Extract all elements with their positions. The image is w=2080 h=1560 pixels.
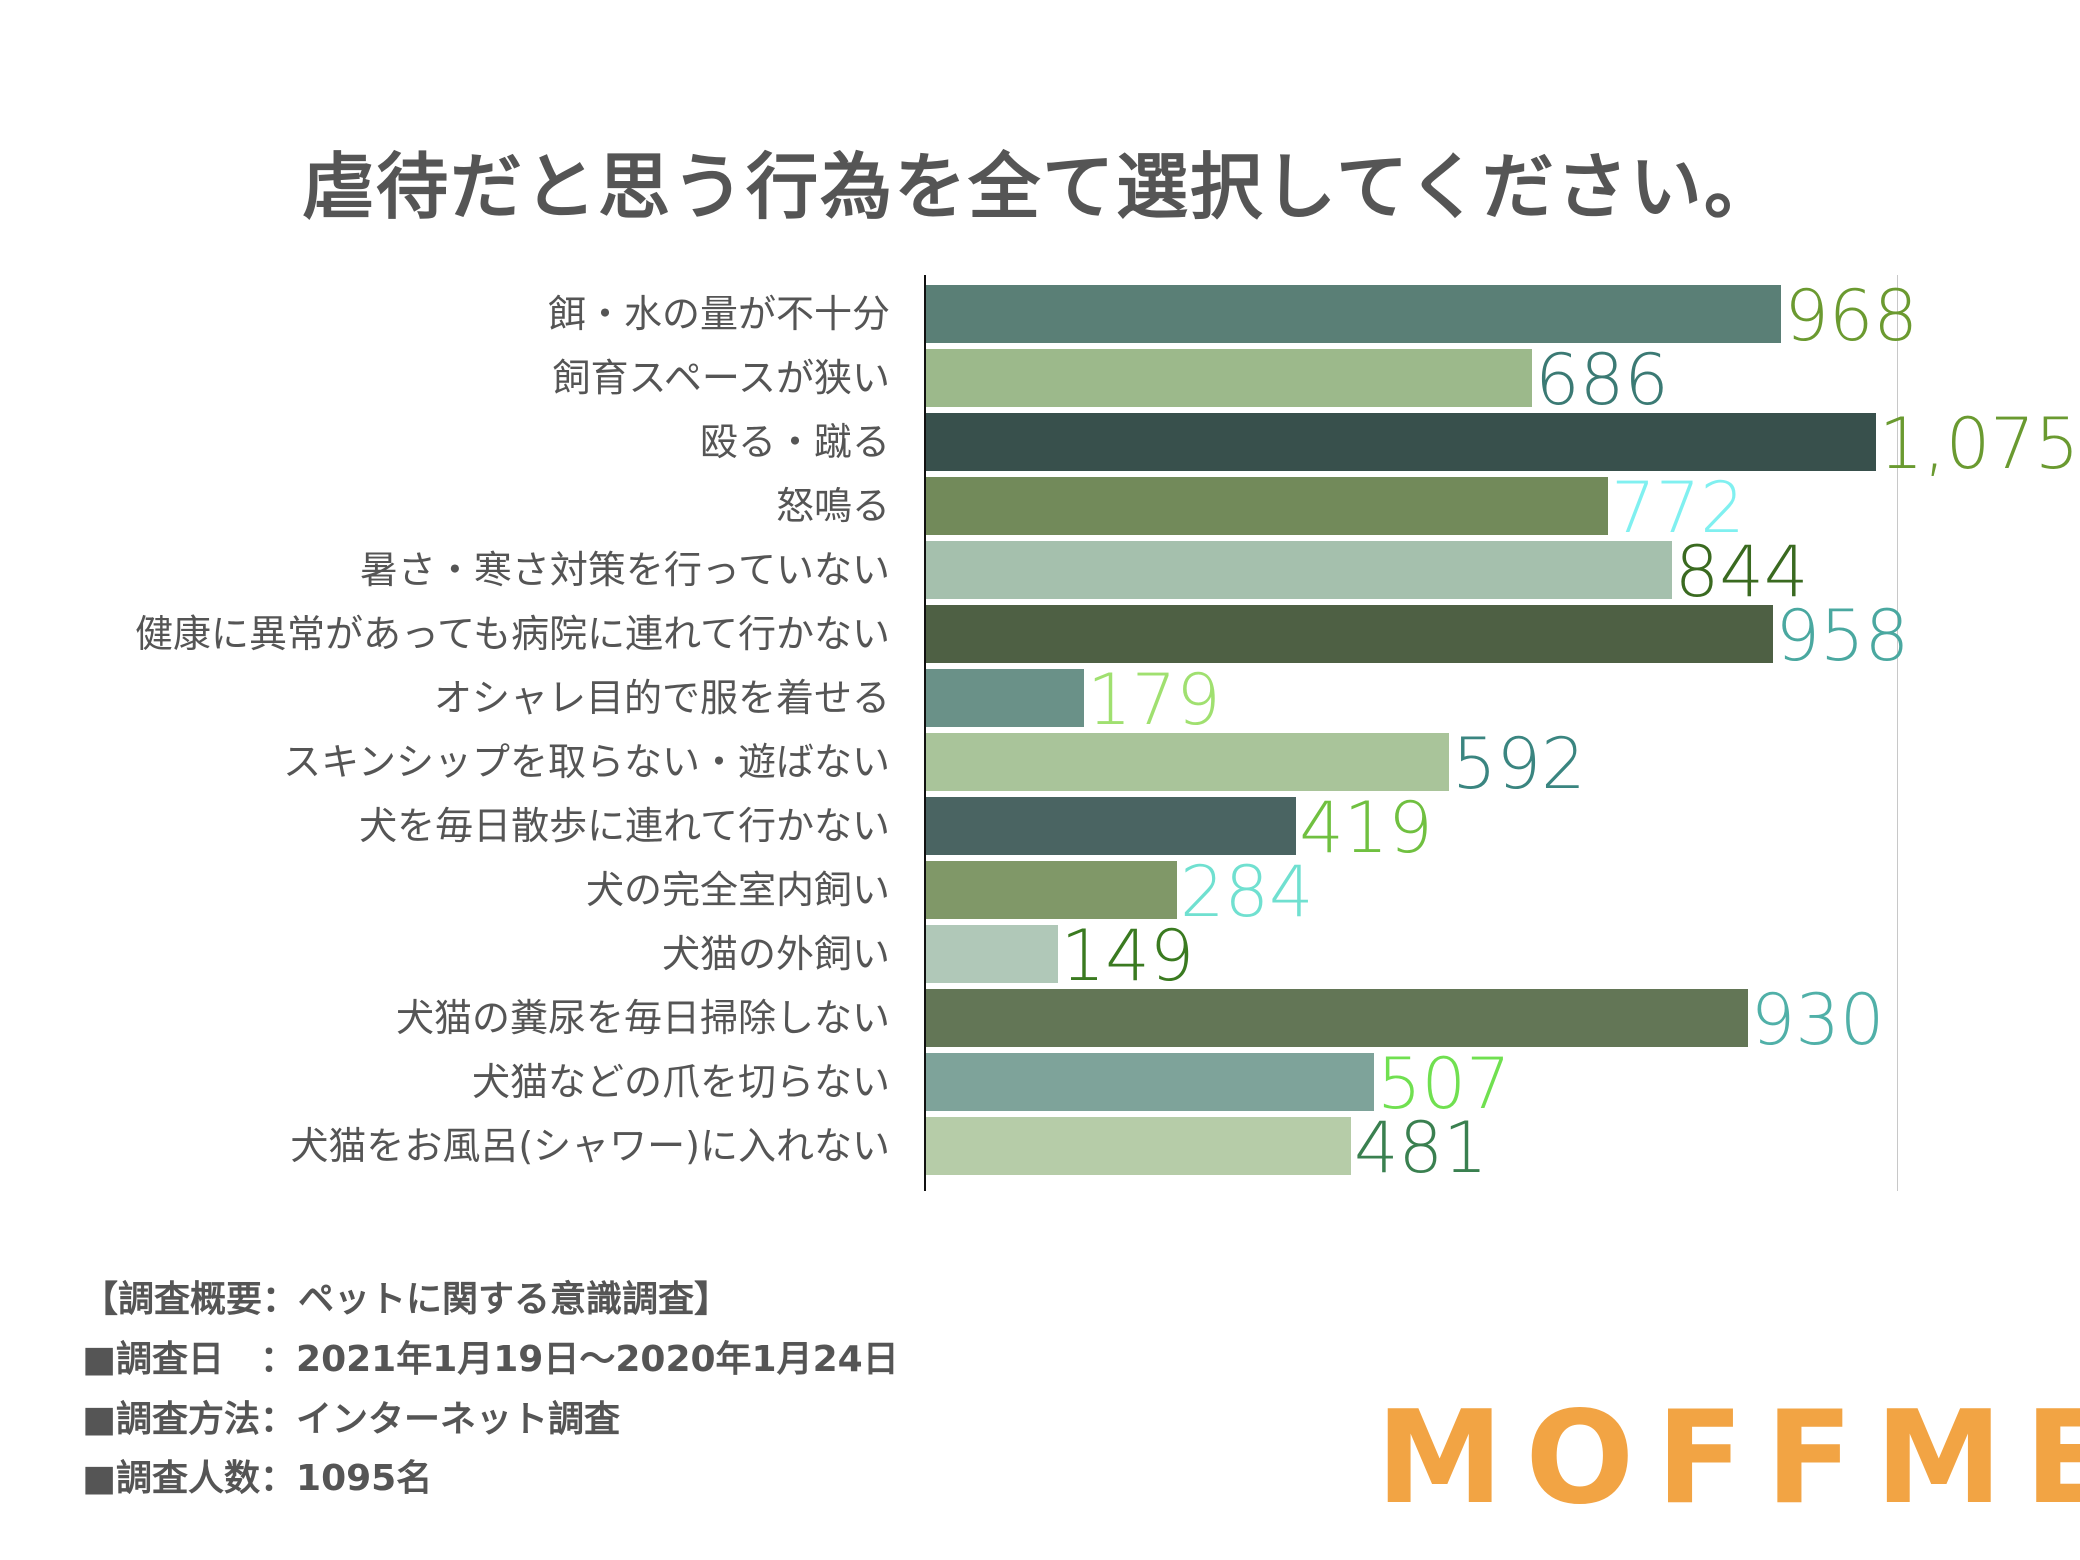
category-label: 餌・水の量が不十分 [547, 292, 890, 336]
data-label: 179 [1087, 659, 1221, 741]
bar [926, 861, 1177, 919]
bar-chart: 餌・水の量が不十分 968 飼育スペースが狭い 686 殴る・蹴る 1,075 怒鳴る 772… [134, 275, 2080, 1191]
data-label: 481 [1354, 1107, 1488, 1189]
bar [926, 1117, 1352, 1175]
data-label: 1,075 [1878, 403, 2080, 485]
category-label: 犬を毎日散歩に連れて行かない [359, 804, 890, 848]
moffme-logo: MOFFME [1376, 1384, 2080, 1533]
bar [926, 477, 1609, 535]
bar [926, 285, 1782, 343]
category-label: 犬の完全室内飼い [585, 868, 890, 912]
survey-sample-size: ■調査人数：1095名 [82, 1458, 433, 1499]
category-label: 怒鳴る [775, 484, 890, 528]
survey-method: ■調査方法：インターネット調査 [82, 1399, 621, 1440]
data-label: 930 [1750, 979, 1885, 1061]
bar [926, 733, 1450, 791]
data-label: 844 [1674, 531, 1809, 613]
data-label: 419 [1299, 787, 1433, 869]
category-label: 飼育スペースが狭い [552, 356, 890, 400]
data-label: 284 [1179, 851, 1314, 933]
gridline [1897, 275, 1898, 1191]
category-label: オシャレ目的で服を着せる [433, 676, 890, 720]
bar [926, 605, 1773, 663]
bar [926, 349, 1533, 407]
data-label: 149 [1060, 915, 1195, 997]
data-label: 772 [1611, 467, 1745, 549]
category-label: スキンシップを取らない・遊ばない [283, 740, 890, 784]
data-label: 592 [1452, 723, 1586, 805]
bar [926, 413, 1876, 471]
bar [926, 541, 1672, 599]
data-label: 968 [1784, 275, 1918, 357]
bar [926, 797, 1297, 855]
category-label: 暑さ・寒さ対策を行っていない [359, 548, 890, 592]
survey-date: ■調査日 ：2021年1月19日〜2020年1月24日 [82, 1339, 899, 1380]
bar [926, 669, 1085, 727]
data-label: 958 [1775, 595, 1910, 677]
category-label: 犬猫をお風呂(シャワー)に入れない [290, 1124, 890, 1168]
category-label: 殴る・蹴る [699, 420, 890, 464]
data-label: 686 [1535, 339, 1669, 421]
category-label: 健康に異常があっても病院に連れて行かない [134, 612, 890, 656]
bar [926, 1053, 1374, 1111]
survey-summary-heading: 【調査概要：ペットに関する意識調査】 [82, 1279, 731, 1320]
y-axis-line [924, 275, 926, 1191]
category-label: 犬猫などの爪を切らない [471, 1060, 890, 1104]
bar [926, 925, 1058, 983]
data-label: 507 [1377, 1043, 1511, 1125]
chart-title: 虐待だと思う行為を全て選択してください。 [302, 145, 1778, 229]
bar [926, 989, 1748, 1047]
category-label: 犬猫の外飼い [661, 932, 890, 976]
category-label: 犬猫の糞尿を毎日掃除しない [395, 996, 890, 1040]
